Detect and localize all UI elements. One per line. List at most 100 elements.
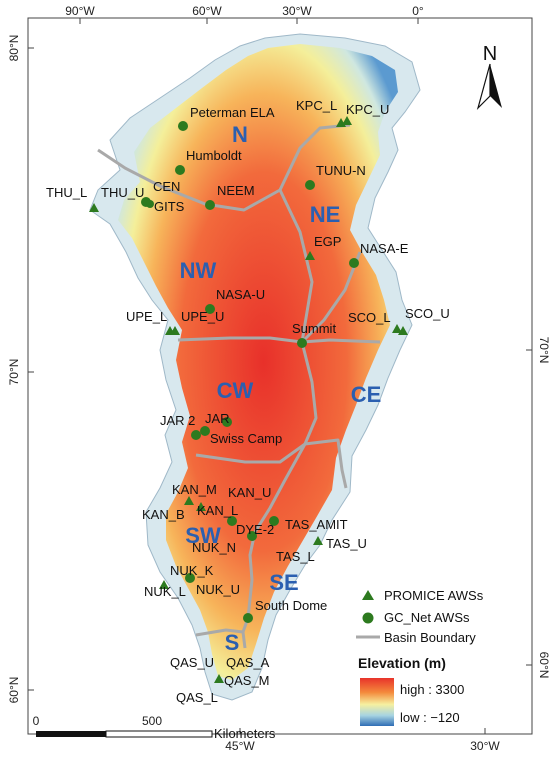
station-labels: Peterman ELA KPC_L KPC_U Humboldt TUNU-N… [46,98,450,705]
lon-tick-60w: 60°W [192,4,222,18]
station-marker-nasa-u [205,304,215,314]
station-label: QAS_M [224,673,270,688]
region-label-ce: CE [351,382,382,407]
station-label: NASA-U [216,287,265,302]
station-marker-sco-u [398,326,408,335]
station-marker-jar-2 [191,430,201,440]
station-marker-qas-a [214,674,224,683]
legend-elevation-bar [360,678,394,726]
lon-tick-30w: 30°W [282,4,312,18]
station-label: TAS_L [276,549,315,564]
station-marker-tas-u [313,536,323,545]
graticule-ticks [28,18,532,734]
station-marker-swiss-camp [200,426,210,436]
station-label: Peterman ELA [190,105,275,120]
lat-tick-70n-right: 70°N [537,337,550,364]
legend-promice-label: PROMICE AWSs [384,588,484,603]
scale-500: 500 [142,714,162,728]
station-marker-south-dome [243,613,253,623]
station-label: UPE_U [181,309,224,324]
station-label: QAS_A [226,655,270,670]
legend-elevation-high: high : 3300 [400,682,464,697]
station-label: GITS [154,199,185,214]
north-arrow-icon-half [476,63,491,111]
station-marker-nuk-l [159,580,169,589]
station-label: NUK_L [144,584,186,599]
station-marker-jar [222,417,232,427]
station-label: TAS_AMIT [285,517,348,532]
station-label: KPC_L [296,98,337,113]
region-label-nw: NW [180,258,217,283]
region-label-s: S [225,630,240,655]
station-label: CEN [153,179,180,194]
station-label: EGP [314,234,341,249]
station-marker-peterman-ela [178,121,188,131]
station-label: Humboldt [186,148,242,163]
station-marker-kan-m [184,496,194,505]
lon-tick-30w-bottom: 30°W [470,739,500,753]
lat-tick-60n: 60°N [7,677,21,704]
station-label: NASA-E [360,241,409,256]
station-label: Swiss Camp [210,431,282,446]
station-label: THU_U [101,185,144,200]
region-label-ne: NE [310,202,341,227]
station-label: NEEM [217,183,255,198]
station-label: NUK_N [192,540,236,555]
station-label: KPC_U [346,102,389,117]
north-arrow-label: N [483,43,497,65]
scale-unit: Kilometers [214,726,276,741]
station-label: JAR 2 [160,413,195,428]
station-label: JAR [205,411,230,426]
station-marker-kpc-u [342,116,352,125]
basin-boundaries [97,123,381,649]
station-marker-nasa-e [349,258,359,268]
ice-sheet [118,44,398,680]
station-marker-kan-l [227,516,237,526]
station-label: NUK_U [196,582,240,597]
station-label: DYE-2 [236,522,274,537]
station-label: NUK_K [170,563,214,578]
lat-tick-80n: 80°N [7,35,21,62]
station-label: UPE_L [126,309,167,324]
station-label: THU_L [46,185,87,200]
legend-gcnet-label: GC_Net AWSs [384,610,470,625]
station-label: KAN_L [197,503,238,518]
region-label-se: SE [269,570,298,595]
station-markers [89,116,408,683]
station-marker-dye-2 [247,531,257,541]
station-label: KAN_U [228,485,271,500]
scale-segment-dark [36,731,106,737]
station-marker-nuk-k [185,573,195,583]
north-arrow: N [476,43,502,111]
station-label: KAN_M [172,482,217,497]
lat-tick-70n: 70°N [7,359,21,386]
station-marker-tas-amit [269,516,279,526]
lon-tick-45w: 45°W [225,739,255,753]
legend-gcnet-icon [362,612,374,624]
north-arrow-icon [490,64,502,108]
legend-basin-label: Basin Boundary [384,630,476,645]
station-marker-thu-l [89,203,99,212]
scale-segment-light [105,730,213,738]
lon-tick-90w: 90°W [65,4,95,18]
station-label: TAS_U [326,536,367,551]
lon-tick-0: 0° [412,4,424,18]
station-marker-egp [305,251,315,260]
station-label: TUNU-N [316,163,366,178]
station-label: KAN_B [142,507,185,522]
legend: PROMICE AWSs GC_Net AWSs Basin Boundary … [356,588,484,726]
station-label: SCO_U [405,306,450,321]
region-label-sw: SW [185,523,221,548]
station-marker-tunu-n [305,180,315,190]
region-label-n: N [232,122,248,147]
station-label: South Dome [255,598,327,613]
station-marker-gits [146,200,154,208]
station-label: QAS_U [170,655,214,670]
station-marker-kan-b [196,502,206,511]
station-label: Summit [292,321,336,336]
legend-elevation-low: low : −120 [400,710,460,725]
region-label-cw: CW [217,378,254,403]
lat-tick-60n-right: 60°N [537,652,550,679]
station-marker-upe-u [170,326,180,335]
legend-elevation-title: Elevation (m) [358,655,446,671]
